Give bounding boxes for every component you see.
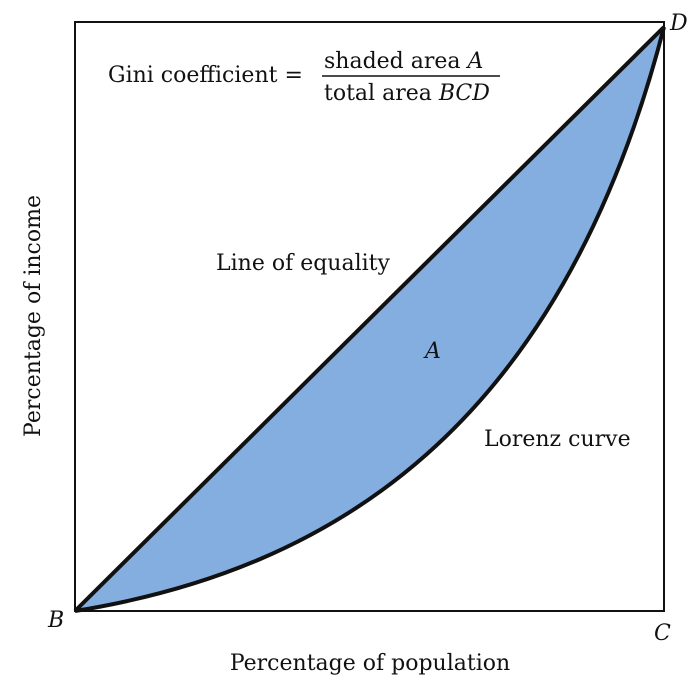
line-of-equality-label: Line of equality bbox=[216, 251, 391, 276]
formula-lhs: Gini coefficient = bbox=[108, 63, 303, 88]
y-axis-label: Percentage of income bbox=[21, 195, 46, 437]
denominator-var: BCD bbox=[438, 81, 490, 106]
point-c-label: C bbox=[654, 621, 671, 646]
point-d-label: D bbox=[669, 11, 688, 36]
point-b-label: B bbox=[47, 608, 64, 633]
area-a-label: A bbox=[423, 339, 441, 364]
lorenz-curve bbox=[74, 26, 666, 613]
numerator-text: shaded area bbox=[324, 49, 468, 74]
line-of-equality bbox=[73, 25, 666, 613]
numerator-var: A bbox=[466, 49, 484, 74]
denominator-text: total area bbox=[324, 81, 439, 106]
formula-numerator: shaded area A bbox=[324, 49, 483, 74]
x-axis-label: Percentage of population bbox=[230, 651, 510, 676]
formula-denominator: total area BCD bbox=[324, 81, 490, 106]
box-frame bbox=[74, 21, 665, 612]
lorenz-curve-label: Lorenz curve bbox=[484, 427, 631, 452]
